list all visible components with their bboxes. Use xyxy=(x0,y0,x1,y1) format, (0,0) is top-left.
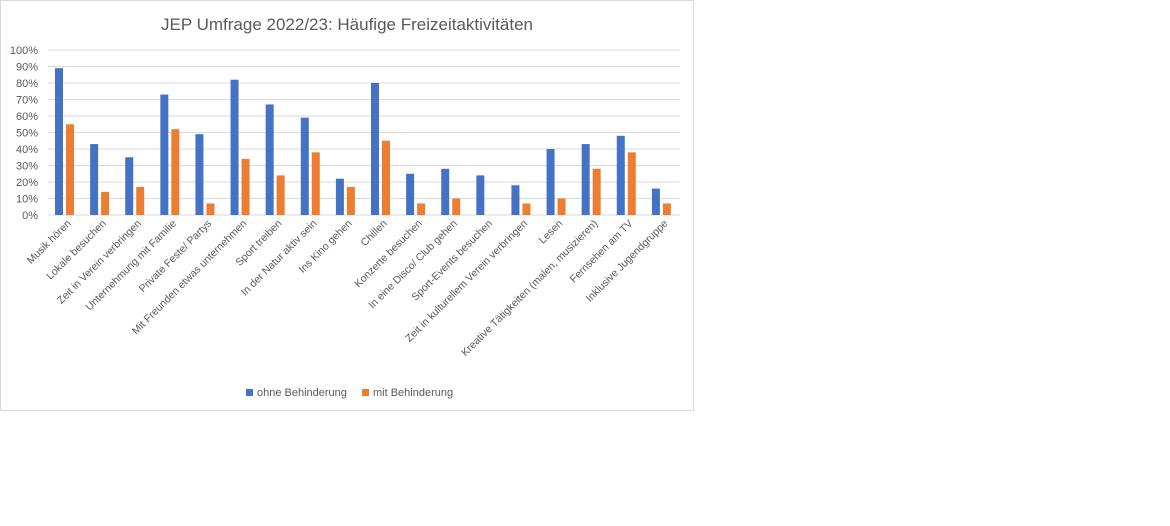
legend-swatch xyxy=(246,389,253,396)
bar-mit xyxy=(346,186,355,215)
bar-mit xyxy=(452,198,461,215)
bar-ohne xyxy=(300,117,309,215)
x-tick-label: Chillen xyxy=(358,218,389,249)
bar-ohne xyxy=(406,173,415,215)
bar-ohne xyxy=(160,94,169,215)
bar-ohne xyxy=(265,104,274,215)
y-tick-label: 0% xyxy=(22,210,38,222)
bar-ohne xyxy=(371,83,379,215)
bar-mit xyxy=(662,203,671,215)
bar-mit xyxy=(557,198,566,215)
bar-ohne xyxy=(195,134,204,215)
bar-mit xyxy=(206,203,215,215)
legend-swatch xyxy=(362,389,369,396)
y-tick-label: 10% xyxy=(16,194,38,206)
bar-ohne xyxy=(230,79,239,215)
bar-mit xyxy=(66,124,74,215)
bar-ohne xyxy=(125,157,134,215)
bar-mit xyxy=(101,191,110,215)
legend-label: ohne Behinderung xyxy=(257,387,347,399)
bar-ohne xyxy=(476,175,485,215)
x-tick-label: Lokale besuchen xyxy=(44,218,109,283)
legend-label: mit Behinderung xyxy=(373,387,453,399)
bar-mit xyxy=(276,175,285,215)
y-tick-label: 80% xyxy=(16,78,38,90)
bar-ohne xyxy=(441,168,450,215)
bar-ohne xyxy=(581,144,590,215)
bar-ohne xyxy=(511,185,520,215)
bar-mit xyxy=(136,186,145,215)
bar-mit xyxy=(627,152,636,215)
bar-ohne xyxy=(651,188,660,215)
x-tick-label: Lesen xyxy=(537,218,566,247)
bar-ohne xyxy=(546,149,555,215)
bar-ohne xyxy=(90,144,99,215)
x-tick-label: Fernsehen am TV xyxy=(568,218,636,286)
y-tick-label: 20% xyxy=(16,177,38,189)
bar-ohne xyxy=(335,178,344,215)
y-tick-label: 40% xyxy=(16,144,38,156)
bar-mit xyxy=(382,140,390,215)
bar-mit xyxy=(241,158,250,215)
bar-mit xyxy=(311,152,320,215)
y-tick-label: 100% xyxy=(10,45,38,57)
bar-mit xyxy=(592,168,601,215)
y-tick-label: 50% xyxy=(16,128,38,140)
chart-frame xyxy=(0,0,694,411)
bar-ohne xyxy=(55,68,63,216)
y-tick-label: 60% xyxy=(16,111,38,123)
y-tick-label: 70% xyxy=(16,95,38,107)
bar-ohne xyxy=(616,135,625,215)
bar-mit xyxy=(522,203,531,215)
y-tick-label: 30% xyxy=(16,161,38,173)
bar-mit xyxy=(171,129,180,215)
chart-title: JEP Umfrage 2022/23: Häufige Freizeitakt… xyxy=(161,15,533,34)
y-tick-label: 90% xyxy=(16,62,38,74)
bar-mit xyxy=(417,203,426,215)
